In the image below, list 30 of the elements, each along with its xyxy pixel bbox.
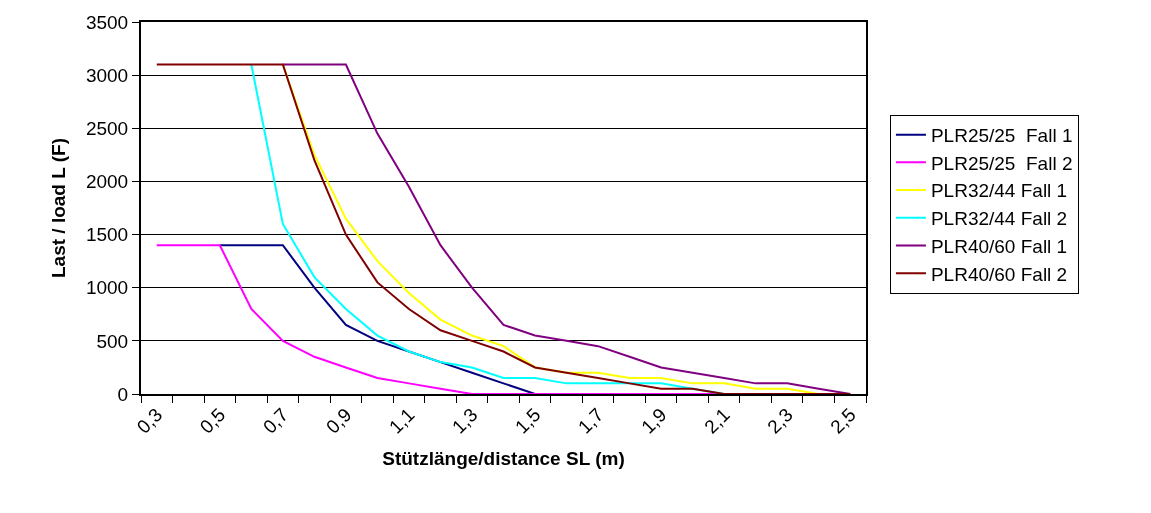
y-tick-label: 2500 [85,117,129,139]
y-axis-title: Last / load L (F) [48,137,70,279]
y-tick-label: 0 [117,383,129,405]
legend-label: PLR40/60 Fall 1 [930,235,1068,257]
legend-label: PLR40/60 Fall 2 [930,263,1068,285]
x-tick-label: 0,9 [321,404,356,438]
x-tick-label: 1,9 [637,404,671,438]
y-tick-label: 3000 [85,64,129,86]
x-tick-label: 2,3 [763,404,797,438]
x-tick-label: 0,5 [195,404,230,438]
x-tick-label: 1,3 [447,404,482,438]
legend-label: PLR32/44 Fall 1 [930,180,1068,202]
x-tick-label: 2,1 [700,404,734,438]
legend-label: PLR25/25 Fall 1 [930,125,1073,147]
legend-label: PLR32/44 Fall 2 [930,208,1068,230]
y-tick-label: 1500 [85,224,129,246]
y-tick-label: 1000 [85,277,129,299]
line-series [218,244,537,394]
legend-label: PLR25/25 Fall 2 [930,152,1073,174]
x-tick-label: 1,7 [574,404,608,438]
x-tick-label: 1,1 [384,404,419,438]
x-tick-label: 0,3 [132,404,167,438]
x-tick-label: 0,7 [258,404,293,438]
x-tick-label: 2,5 [826,404,860,438]
y-tick-label: 500 [96,330,129,352]
y-tick-label: 2000 [85,171,129,193]
line-series [155,63,852,394]
y-tick-label: 3500 [85,11,129,33]
x-tick-label: 1,5 [511,404,545,438]
x-axis-title: Stützlänge/distance SL (m) [382,447,625,469]
